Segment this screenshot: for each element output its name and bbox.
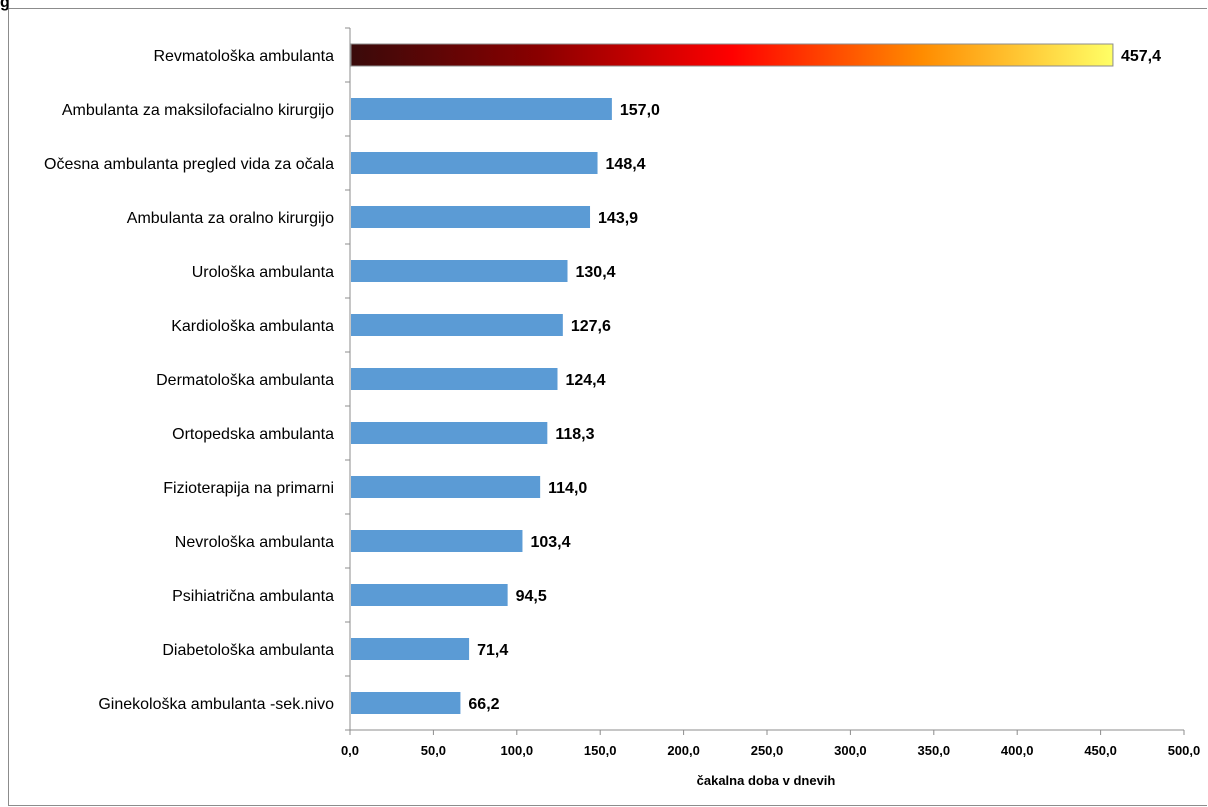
value-label: 94,5 xyxy=(516,588,547,605)
bar xyxy=(351,584,508,606)
x-tick-label: 450,0 xyxy=(1084,743,1117,758)
value-label: 71,4 xyxy=(477,642,508,659)
value-label: 143,9 xyxy=(598,210,638,227)
value-label: 157,0 xyxy=(620,102,660,119)
x-axis-label: čakalna doba v dnevih xyxy=(697,773,836,788)
x-tick-label: 500,0 xyxy=(1168,743,1201,758)
value-label: 127,6 xyxy=(571,318,611,335)
x-tick-label: 200,0 xyxy=(667,743,700,758)
value-label: 130,4 xyxy=(576,264,616,281)
x-tick-label: 0,0 xyxy=(341,743,359,758)
category-label: Ambulanta za maksilofacialno kirurgijo xyxy=(62,102,334,119)
bar xyxy=(351,314,563,336)
value-label: 66,2 xyxy=(468,696,499,713)
bar xyxy=(351,638,470,660)
bar xyxy=(351,98,612,120)
x-tick-label: 350,0 xyxy=(918,743,951,758)
category-label: Urološka ambulanta xyxy=(192,264,334,281)
bar xyxy=(351,422,548,444)
value-label: 148,4 xyxy=(606,156,646,173)
category-label: Psihiatrična ambulanta xyxy=(172,588,334,605)
bar xyxy=(351,152,598,174)
bar xyxy=(351,368,558,390)
value-label: 457,4 xyxy=(1121,48,1161,65)
bar xyxy=(350,43,1114,67)
bar xyxy=(351,476,541,498)
corner-glyph: g xyxy=(0,0,10,11)
category-label: Fizioterapija na primarni xyxy=(163,480,334,497)
category-label: Dermatološka ambulanta xyxy=(156,372,334,389)
category-label: Diabetološka ambulanta xyxy=(162,642,334,659)
category-label: Nevrološka ambulanta xyxy=(175,534,334,551)
category-label: Ambulanta za oralno kirurgijo xyxy=(127,210,334,227)
category-label: Kardiološka ambulanta xyxy=(171,318,334,335)
value-label: 103,4 xyxy=(530,534,570,551)
x-tick-label: 400,0 xyxy=(1001,743,1034,758)
x-tick-label: 50,0 xyxy=(421,743,446,758)
chart-frame xyxy=(8,8,1207,806)
category-label: Revmatološka ambulanta xyxy=(153,48,334,65)
value-label: 118,3 xyxy=(555,426,594,443)
x-tick-label: 300,0 xyxy=(834,743,867,758)
category-label: Očesna ambulanta pregled vida za očala xyxy=(44,156,334,173)
bar xyxy=(351,206,591,228)
value-label: 124,4 xyxy=(565,372,605,389)
bar xyxy=(351,260,568,282)
x-tick-label: 150,0 xyxy=(584,743,617,758)
category-label: Ginekološka ambulanta -sek.nivo xyxy=(98,696,334,713)
category-label: Ortopedska ambulanta xyxy=(172,426,334,443)
x-tick-label: 250,0 xyxy=(751,743,784,758)
x-tick-label: 100,0 xyxy=(501,743,534,758)
value-label: 114,0 xyxy=(548,480,587,497)
bar xyxy=(351,692,461,714)
bar xyxy=(351,530,523,552)
